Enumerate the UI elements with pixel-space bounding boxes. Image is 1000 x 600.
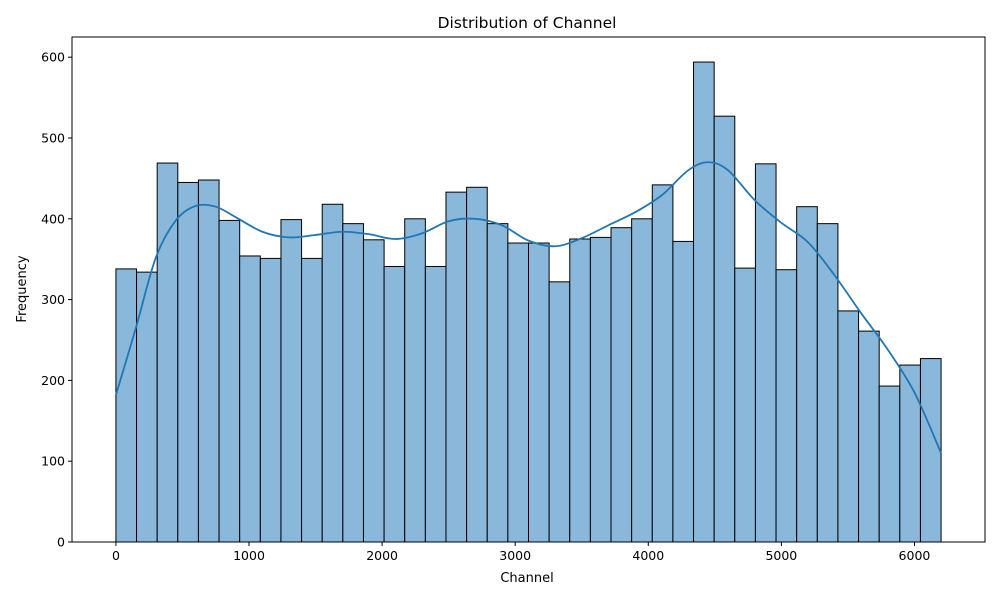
histogram-bar (589, 236, 612, 543)
y-tick-label: 200 (41, 373, 65, 388)
histogram-bar (672, 240, 695, 543)
y-tick-label: 600 (41, 50, 65, 65)
histogram-bar (878, 385, 901, 543)
y-axis: 0 100 200 300 400 500 600 (41, 50, 72, 550)
histogram-bar (404, 218, 426, 543)
histogram-bar (796, 206, 818, 543)
histogram-bar (466, 186, 488, 543)
histogram-bar (631, 218, 653, 543)
histogram-bar (239, 255, 261, 543)
y-axis-label: Frequency (15, 255, 30, 322)
kde-curve (115, 161, 942, 454)
histogram-bar (816, 223, 839, 543)
histogram-bar (775, 269, 798, 543)
histogram-bar (301, 257, 323, 543)
histogram-bar (259, 257, 282, 543)
histogram-bar (837, 310, 860, 543)
histogram-bar (362, 239, 385, 543)
y-tick-label: 500 (41, 131, 65, 146)
y-tick-label: 100 (41, 454, 65, 469)
histogram-bar (919, 358, 942, 543)
histogram-bar (280, 219, 303, 543)
x-tick-label: 3000 (499, 548, 531, 563)
x-axis-label: Channel (500, 571, 553, 586)
x-tick-label: 1000 (233, 548, 265, 563)
histogram-bar (156, 162, 179, 543)
histogram-bar (734, 267, 756, 543)
plot-frame (71, 36, 986, 543)
histogram-bar (651, 184, 674, 543)
x-axis: 0 1000 2000 3000 4000 5000 6000 (112, 542, 930, 563)
histogram-bar (486, 223, 509, 543)
y-tick-label: 300 (41, 292, 65, 307)
histogram-bar (424, 265, 447, 543)
histogram-bar (342, 223, 364, 543)
histogram-bar (754, 163, 777, 543)
histogram-bar (693, 61, 715, 543)
histogram-bars (115, 61, 942, 543)
histogram-bar (445, 191, 468, 543)
histogram-bar (321, 203, 344, 543)
histogram-bar (218, 219, 241, 543)
histogram-bar (197, 179, 220, 543)
y-tick-label: 0 (57, 535, 65, 550)
histogram-bar (713, 115, 736, 543)
chart-title: Distribution of Channel (438, 14, 617, 32)
x-tick-label: 0 (112, 548, 120, 563)
histogram-bar (115, 268, 138, 543)
histogram-bar (858, 330, 880, 543)
y-tick-label: 400 (41, 211, 65, 226)
x-tick-label: 6000 (899, 548, 931, 563)
histogram-bar (507, 242, 530, 543)
histogram-bar (610, 227, 633, 543)
histogram-bar (899, 364, 921, 543)
x-tick-label: 2000 (366, 548, 398, 563)
histogram-bar (177, 181, 199, 543)
histogram-bar (569, 238, 591, 543)
histogram-bar (383, 265, 406, 543)
x-tick-label: 5000 (765, 548, 797, 563)
histogram-bar (548, 281, 571, 543)
histogram-bar (528, 242, 550, 543)
x-tick-label: 4000 (632, 548, 664, 563)
